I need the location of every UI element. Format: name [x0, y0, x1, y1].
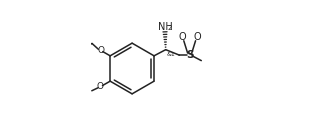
- Text: O: O: [193, 32, 201, 42]
- Text: O: O: [97, 46, 104, 55]
- Text: NH: NH: [158, 22, 173, 32]
- Text: O: O: [97, 82, 104, 91]
- Text: S: S: [186, 50, 193, 60]
- Text: O: O: [178, 32, 186, 42]
- Text: 2: 2: [167, 25, 172, 31]
- Text: &1: &1: [167, 52, 175, 57]
